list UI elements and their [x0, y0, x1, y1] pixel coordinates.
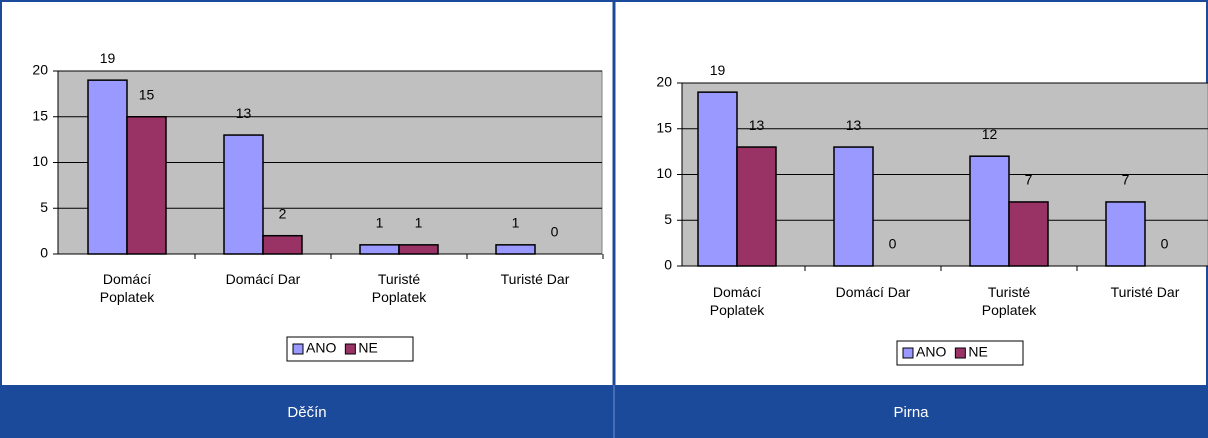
- x-tick-label: Turisté Poplatek: [371, 271, 427, 305]
- bar: [833, 146, 874, 267]
- data-label: 15: [139, 86, 155, 102]
- y-tick-label: 15: [656, 119, 672, 135]
- footer-bar: [0, 385, 1208, 438]
- y-tick-label: 20: [656, 74, 672, 90]
- x-tick-label: Turisté Dar: [500, 271, 570, 287]
- data-label: 7: [1122, 172, 1130, 188]
- bar: [87, 79, 128, 255]
- x-tick-label: Turisté Dar: [1110, 284, 1180, 300]
- x-tick-label: Domácí Poplatek: [99, 271, 155, 305]
- y-tick-label: 10: [32, 153, 48, 169]
- bar: [736, 146, 777, 267]
- data-label: 12: [982, 126, 998, 142]
- y-tick-label: 0: [40, 245, 48, 261]
- y-tick-label: 15: [32, 107, 48, 123]
- legend-label: ANO: [306, 340, 336, 356]
- data-label: 13: [846, 117, 862, 133]
- data-label: 0: [1161, 236, 1169, 252]
- bar: [223, 134, 264, 255]
- x-tick-label: Domácí Dar: [225, 271, 301, 287]
- caption: Děčín: [287, 404, 326, 421]
- y-tick-label: 10: [656, 165, 672, 181]
- bar: [969, 155, 1010, 267]
- data-label: 13: [236, 105, 252, 121]
- legend-label: NE: [358, 340, 377, 356]
- data-label: 1: [376, 215, 384, 231]
- legend-swatch: [292, 343, 304, 355]
- x-tick-label: Domácí Poplatek: [709, 284, 765, 318]
- data-label: 13: [749, 117, 765, 133]
- data-label: 7: [1025, 172, 1033, 188]
- y-tick-label: 5: [40, 199, 48, 215]
- bar: [398, 244, 439, 255]
- data-label: 0: [889, 236, 897, 252]
- x-tick-label: Turisté Poplatek: [981, 284, 1037, 318]
- bar: [1008, 201, 1049, 267]
- y-tick-label: 0: [664, 257, 672, 273]
- legend-swatch: [954, 347, 966, 359]
- data-label: 19: [710, 62, 726, 78]
- y-tick-label: 20: [32, 62, 48, 78]
- data-label: 0: [551, 224, 559, 240]
- bar: [495, 244, 536, 255]
- data-label: 2: [279, 205, 287, 221]
- legend-label: ANO: [916, 344, 946, 360]
- bar: [262, 234, 303, 255]
- bar: [126, 116, 167, 255]
- legend-swatch: [344, 343, 356, 355]
- legend-label: NE: [968, 344, 987, 360]
- bar: [359, 244, 400, 255]
- y-tick-label: 5: [664, 211, 672, 227]
- caption: Pirna: [893, 404, 929, 421]
- bar: [697, 91, 738, 267]
- x-tick-label: Domácí Dar: [835, 284, 911, 300]
- data-label: 19: [100, 50, 116, 66]
- bar: [1105, 201, 1146, 267]
- data-label: 1: [415, 215, 423, 231]
- legend-swatch: [902, 347, 914, 359]
- data-label: 1: [512, 215, 520, 231]
